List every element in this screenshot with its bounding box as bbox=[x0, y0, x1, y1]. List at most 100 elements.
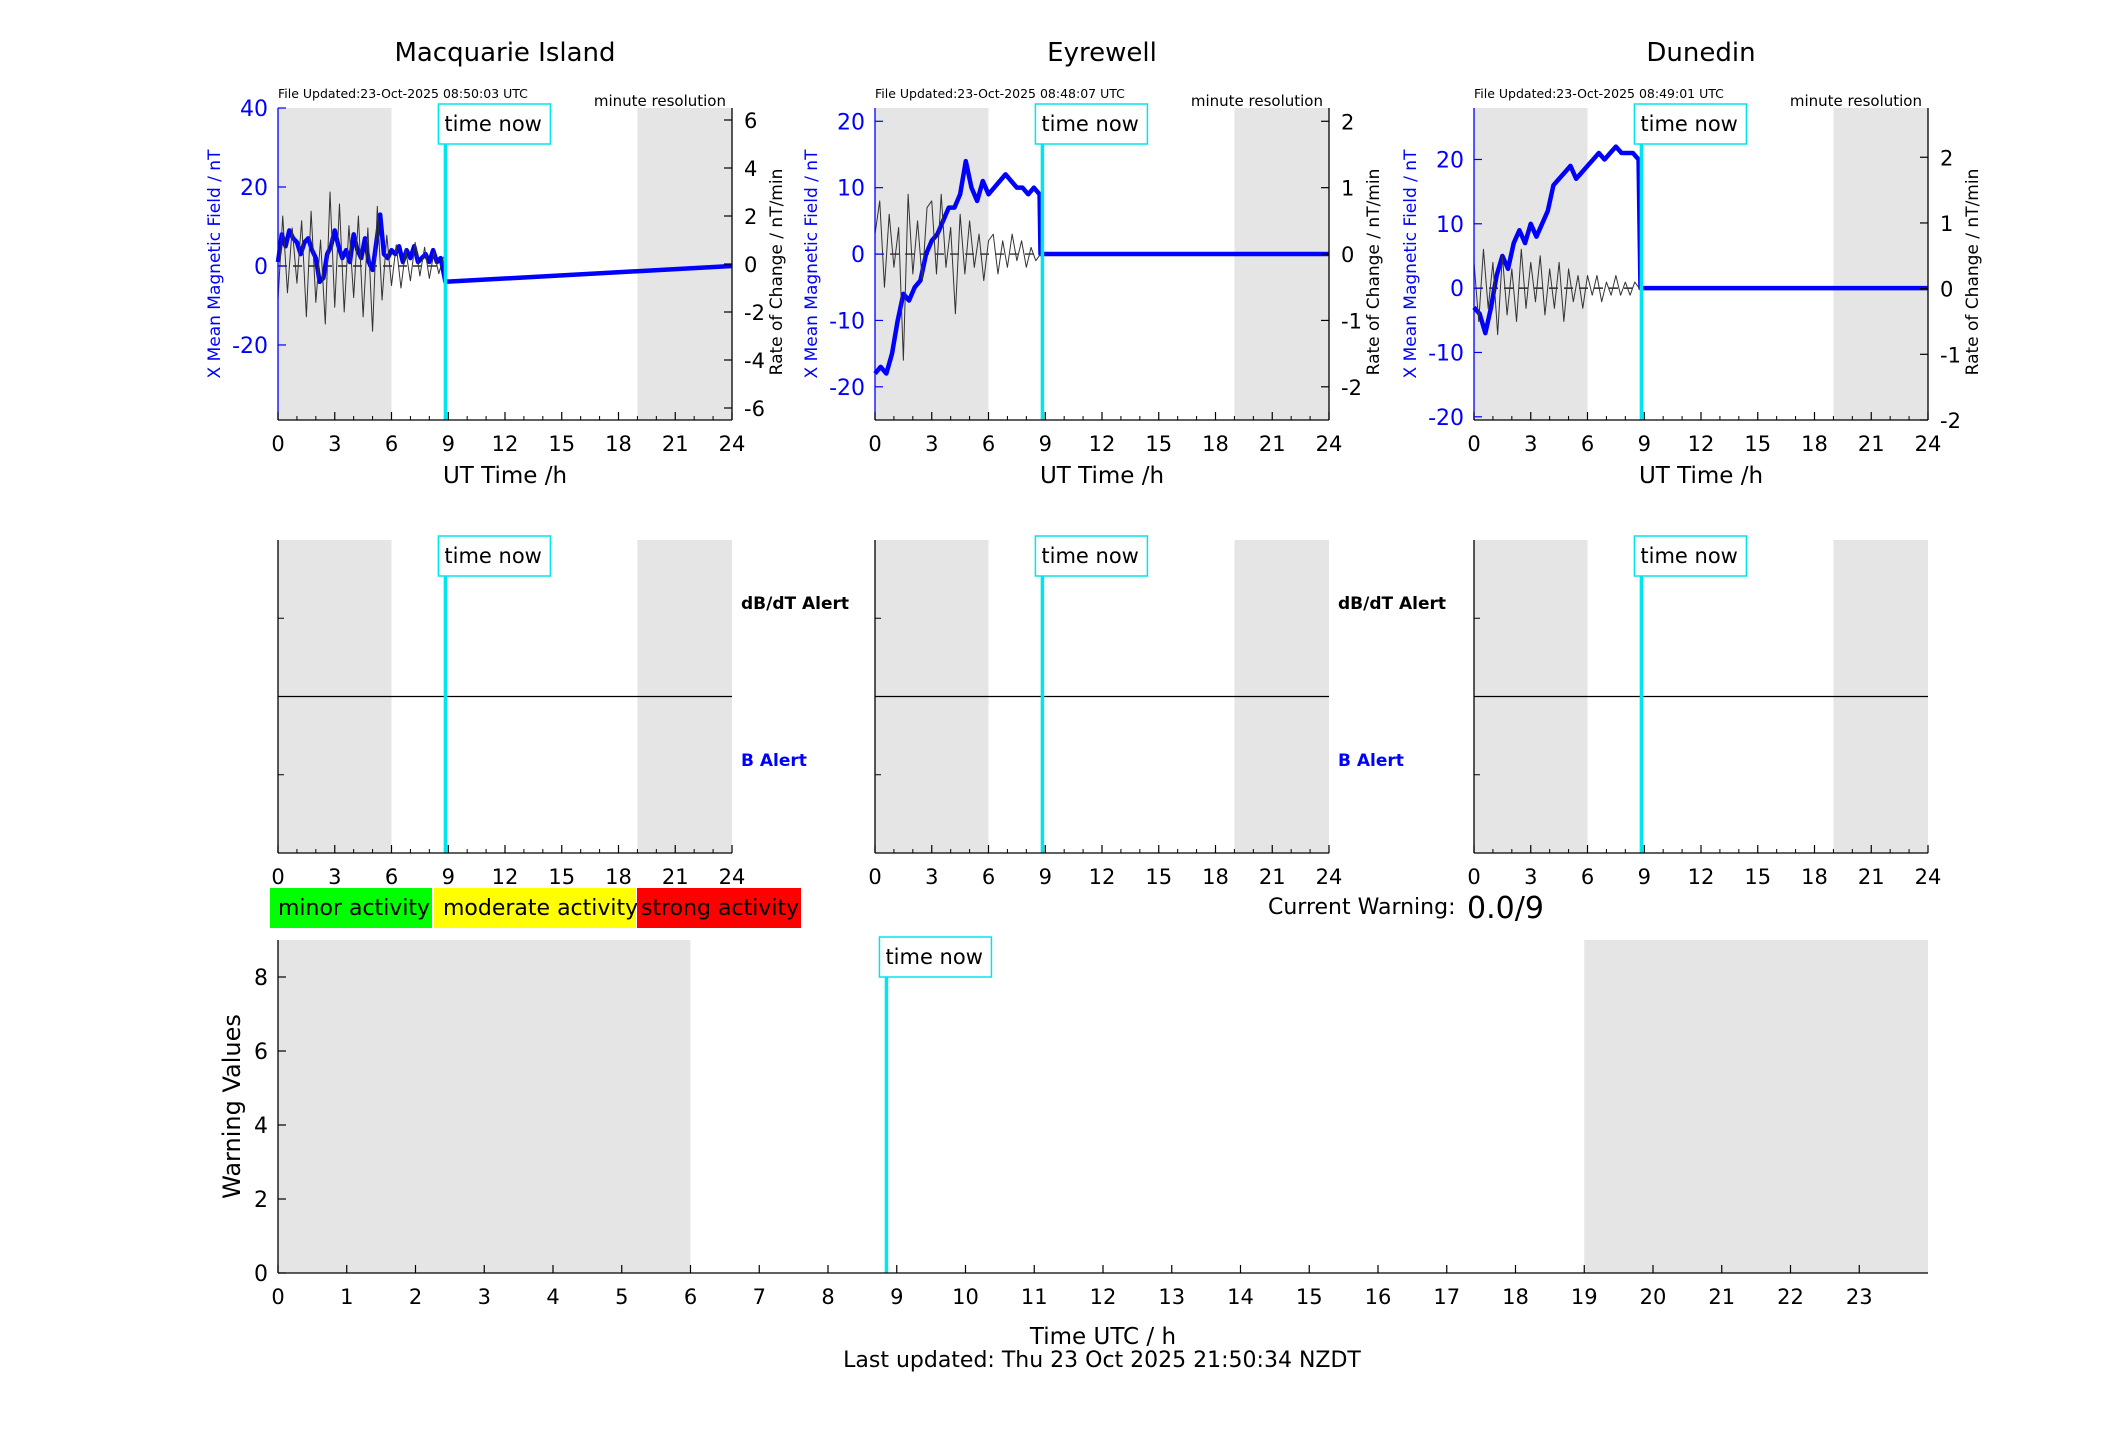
x-tick-label: 15 bbox=[548, 865, 575, 889]
x-tick-label: 3 bbox=[328, 865, 341, 889]
legend-moderate-label: moderate activity bbox=[443, 896, 638, 921]
magnetic-field-line bbox=[275, 212, 733, 285]
x-tick-label: 22 bbox=[1777, 1285, 1804, 1309]
x-tick-label: 6 bbox=[385, 432, 398, 456]
x-tick-label: 0 bbox=[271, 865, 284, 889]
chart-panel-6: time now 0 3 6 9 12 15 18 21 24 bbox=[1467, 535, 1942, 889]
legend-minor-swatch bbox=[270, 888, 432, 928]
last-updated: Last updated: Thu 23 Oct 2025 21:50:34 N… bbox=[843, 1348, 1361, 1373]
x-tick-label: 6 bbox=[982, 432, 995, 456]
resolution-label: minute resolution bbox=[594, 92, 726, 110]
y2-tick-label: 0 bbox=[1940, 278, 1953, 302]
night-band bbox=[637, 108, 732, 420]
time-now-label-box bbox=[437, 103, 552, 145]
x-tick-label: 15 bbox=[1744, 865, 1771, 889]
chart-panel-4: time now 0 3 6 9 12 15 18 21 24 bbox=[271, 535, 746, 889]
y-tick-label: 4 bbox=[254, 1114, 268, 1139]
y-tick-label: -20 bbox=[829, 376, 865, 401]
chart-title: Dunedin bbox=[1646, 38, 1755, 68]
y-axis-label: X Mean Magnetic Field / nT bbox=[205, 149, 225, 379]
night-band bbox=[1234, 108, 1329, 420]
x-tick-label: 9 bbox=[1638, 865, 1651, 889]
x-tick-label: 3 bbox=[328, 432, 341, 456]
x-tick-label: 0 bbox=[1467, 865, 1480, 889]
x-tick-label: 23 bbox=[1846, 1285, 1873, 1309]
x-axis-label: UT Time /h bbox=[1040, 463, 1164, 489]
time-now-label: time now bbox=[1640, 112, 1737, 136]
y2-tick-label: 4 bbox=[744, 157, 757, 181]
y2-tick-label: 0 bbox=[744, 253, 757, 277]
x-tick-label: 12 bbox=[1688, 865, 1715, 889]
x-tick-label: 21 bbox=[1259, 432, 1286, 456]
x-tick-label: 11 bbox=[1021, 1285, 1048, 1309]
y-tick-label: 10 bbox=[1436, 213, 1464, 238]
y2-axis-label: Rate of Change / nT/min bbox=[1364, 169, 1384, 376]
night-band bbox=[1833, 108, 1928, 420]
dbdt-alert-label: dB/dT Alert bbox=[741, 594, 849, 614]
x-tick-label: 24 bbox=[719, 432, 746, 456]
x-tick-label: 6 bbox=[982, 865, 995, 889]
x-tick-label: 24 bbox=[1316, 432, 1343, 456]
y2-tick-label: -2 bbox=[1940, 409, 1961, 433]
y-axis-label: X Mean Magnetic Field / nT bbox=[1401, 149, 1421, 379]
x-tick-label: 18 bbox=[1502, 1285, 1529, 1309]
resolution-label: minute resolution bbox=[1191, 92, 1323, 110]
legend-strong-label: strong activity bbox=[641, 896, 799, 921]
legend-minor-label: minor activity bbox=[278, 896, 430, 921]
y-tick-label: 0 bbox=[254, 1262, 268, 1287]
x-tick-label: 24 bbox=[1915, 865, 1942, 889]
x-tick-label: 20 bbox=[1640, 1285, 1667, 1309]
x-tick-label: 9 bbox=[442, 865, 455, 889]
x-tick-label: 21 bbox=[662, 432, 689, 456]
x-tick-label: 0 bbox=[271, 432, 284, 456]
y-tick-label: 6 bbox=[254, 1040, 268, 1065]
y-tick-label: 0 bbox=[851, 243, 865, 268]
x-tick-label: 12 bbox=[1688, 432, 1715, 456]
x-tick-label: 18 bbox=[1202, 432, 1229, 456]
chart-panel-5: time now 0 3 6 9 12 15 18 21 24 bbox=[868, 535, 1343, 889]
night-band bbox=[1584, 940, 1928, 1273]
y-tick-label: -10 bbox=[829, 309, 865, 334]
b-alert-label: B Alert bbox=[1338, 751, 1404, 771]
y-axis-label: Warning Values bbox=[218, 1014, 246, 1199]
activity-legend: minor activity moderate activity strong … bbox=[270, 888, 801, 928]
time-now-label-box bbox=[1633, 103, 1748, 145]
time-now-label: time now bbox=[885, 945, 982, 969]
x-tick-label: 6 bbox=[1581, 865, 1594, 889]
x-tick-label: 9 bbox=[442, 432, 455, 456]
x-tick-label: 17 bbox=[1433, 1285, 1460, 1309]
time-now-label-box bbox=[1034, 535, 1149, 577]
rate-of-change-line bbox=[1473, 248, 1640, 336]
night-band bbox=[875, 108, 989, 420]
resolution-label: minute resolution bbox=[1790, 92, 1922, 110]
x-tick-label: 16 bbox=[1365, 1285, 1392, 1309]
time-now-label-box bbox=[878, 936, 993, 978]
x-tick-label: 0 bbox=[271, 1285, 284, 1309]
x-tick-label: 15 bbox=[1145, 865, 1172, 889]
y-tick-label: 20 bbox=[837, 110, 865, 135]
y-tick-label: 0 bbox=[254, 255, 268, 280]
magnetic-field-line bbox=[1472, 144, 1928, 336]
time-now-label-box bbox=[1633, 535, 1748, 577]
y2-tick-label: 0 bbox=[1341, 243, 1354, 267]
x-tick-label: 18 bbox=[1801, 865, 1828, 889]
x-tick-label: 9 bbox=[890, 1285, 903, 1309]
x-tick-label: 8 bbox=[821, 1285, 834, 1309]
y-tick-label: -20 bbox=[232, 334, 268, 359]
x-tick-label: 12 bbox=[492, 432, 519, 456]
x-tick-label: 15 bbox=[1145, 432, 1172, 456]
x-tick-label: 12 bbox=[1089, 432, 1116, 456]
magnetic-field-line bbox=[873, 158, 1329, 376]
x-tick-label: 9 bbox=[1039, 865, 1052, 889]
y-tick-label: 40 bbox=[240, 97, 268, 122]
x-tick-label: 21 bbox=[1858, 432, 1885, 456]
file-updated-label: File Updated:23-Oct-2025 08:49:01 UTC bbox=[1474, 86, 1724, 101]
x-tick-label: 24 bbox=[719, 865, 746, 889]
x-tick-label: 24 bbox=[1316, 865, 1343, 889]
time-now-label: time now bbox=[1640, 544, 1737, 568]
chart-title: Eyrewell bbox=[1047, 38, 1157, 68]
